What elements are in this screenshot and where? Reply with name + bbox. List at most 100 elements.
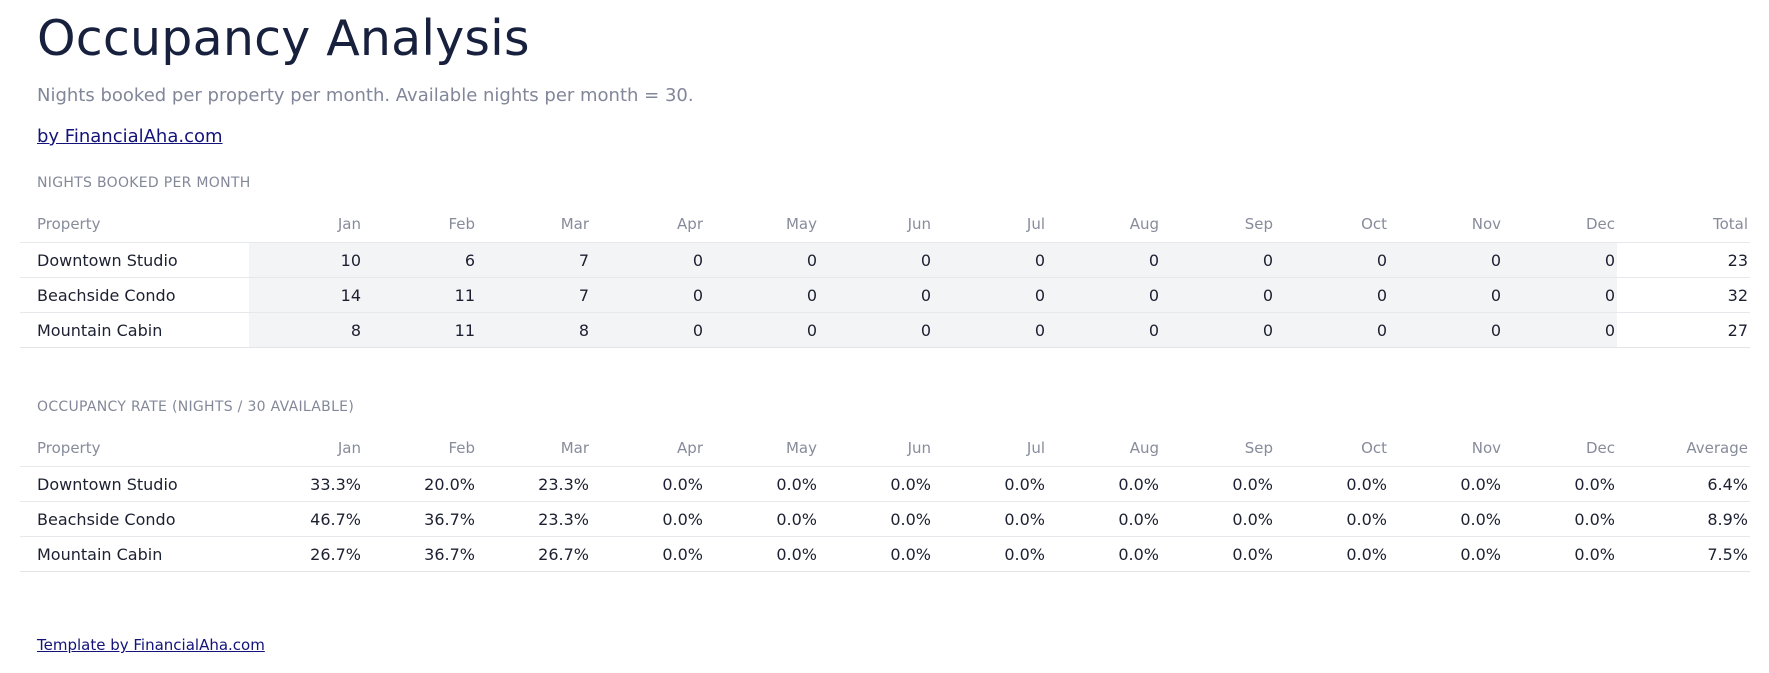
month-value-cell: 23.3% — [477, 501, 591, 537]
column-header-average: Average — [1686, 439, 1748, 457]
column-header-month: May — [785, 439, 817, 457]
month-value-cell: 0 — [1161, 242, 1275, 278]
column-header-month: Jun — [907, 439, 931, 457]
column-header-total: Total — [1712, 215, 1748, 233]
property-name-cell: Downtown Studio — [20, 242, 249, 278]
total-cell: 23 — [1617, 242, 1750, 278]
month-value-cell: 26.7% — [477, 536, 591, 572]
column-header-month: Sep — [1244, 215, 1273, 233]
month-value-cell: 0 — [1047, 277, 1161, 313]
month-value-cell: 0 — [591, 312, 705, 348]
column-header-property: Property — [37, 215, 101, 233]
column-header-month: Mar — [560, 215, 589, 233]
average-cell: 8.9% — [1617, 501, 1750, 537]
nights-section-label: NIGHTS BOOKED PER MONTH — [37, 175, 251, 191]
column-header-month: Mar — [560, 439, 589, 457]
byline-link[interactable]: by FinancialAha.com — [37, 126, 223, 147]
average-cell: 6.4% — [1617, 466, 1750, 502]
month-value-cell: 0 — [1389, 242, 1503, 278]
column-header-month: Aug — [1129, 439, 1159, 457]
nights-header-row: Property Jan Feb Mar Apr May Jun Jul Aug Sep Oct No… — [20, 206, 1750, 243]
month-value-cell: 0 — [1503, 242, 1617, 278]
month-value-cell: 0 — [591, 242, 705, 278]
month-value-cell: 0.0% — [933, 536, 1047, 572]
month-value-cell: 26.7% — [249, 536, 363, 572]
month-value-cell: 0 — [819, 312, 933, 348]
property-name-cell: Mountain Cabin — [20, 536, 249, 572]
month-value-cell: 0.0% — [1503, 466, 1617, 502]
month-value-cell: 7 — [477, 277, 591, 313]
total-cell: 32 — [1617, 277, 1750, 313]
month-value-cell: 0.0% — [1503, 536, 1617, 572]
month-value-cell: 0 — [819, 242, 933, 278]
column-header-month: Jan — [337, 215, 361, 233]
month-value-cell: 0.0% — [1161, 501, 1275, 537]
month-value-cell: 8 — [249, 312, 363, 348]
month-value-cell: 0.0% — [591, 466, 705, 502]
month-value-cell: 0 — [591, 277, 705, 313]
month-value-cell: 8 — [477, 312, 591, 348]
month-value-cell: 0 — [1161, 277, 1275, 313]
month-value-cell: 0 — [1389, 312, 1503, 348]
month-value-cell: 0 — [1047, 312, 1161, 348]
month-value-cell: 0.0% — [1047, 536, 1161, 572]
month-value-cell: 0 — [819, 277, 933, 313]
month-value-cell: 0.0% — [819, 501, 933, 537]
nights-booked-table: Property Jan Feb Mar Apr May Jun Jul Aug Sep Oct No… — [20, 206, 1750, 348]
occupancy-rate-table: Property Jan Feb Mar Apr May Jun Jul Aug Sep Oct No… — [20, 430, 1750, 572]
month-value-cell: 0 — [1047, 242, 1161, 278]
column-header-month: Dec — [1585, 215, 1615, 233]
month-value-cell: 0.0% — [1047, 466, 1161, 502]
month-value-cell: 0.0% — [1161, 536, 1275, 572]
table-row: Beachside Condo 46.7% 36.7% 23.3% 0.0% 0.0% 0.… — [20, 501, 1750, 537]
month-value-cell: 7 — [477, 242, 591, 278]
column-header-property: Property — [37, 439, 101, 457]
table-row: Downtown Studio 33.3% 20.0% 23.3% 0.0% 0.0% 0.… — [20, 466, 1750, 502]
column-header-month: May — [785, 215, 817, 233]
footer-link[interactable]: Template by FinancialAha.com — [37, 636, 265, 654]
month-value-cell: 23.3% — [477, 466, 591, 502]
column-header-month: Feb — [448, 439, 475, 457]
column-header-month: Dec — [1585, 439, 1615, 457]
month-value-cell: 0 — [1503, 312, 1617, 348]
column-header-month: Jun — [907, 215, 931, 233]
month-value-cell: 0.0% — [591, 536, 705, 572]
month-value-cell: 0.0% — [933, 501, 1047, 537]
month-value-cell: 0.0% — [705, 466, 819, 502]
rate-header-row: Property Jan Feb Mar Apr May Jun Jul Aug Sep Oct No… — [20, 430, 1750, 467]
month-value-cell: 0.0% — [1161, 466, 1275, 502]
column-header-month: Aug — [1129, 215, 1159, 233]
column-header-month: Jul — [1026, 439, 1045, 457]
table-row: Downtown Studio 10 6 7 0 0 0 0 0 0 0 0 0 23 — [20, 242, 1750, 278]
month-value-cell: 0 — [1275, 242, 1389, 278]
month-value-cell: 11 — [363, 277, 477, 313]
month-value-cell: 0.0% — [1389, 466, 1503, 502]
page-subtitle: Nights booked per property per month. Av… — [37, 85, 694, 106]
month-value-cell: 14 — [249, 277, 363, 313]
table-row: Beachside Condo 14 11 7 0 0 0 0 0 0 0 0 0 32 — [20, 277, 1750, 313]
month-value-cell: 0.0% — [705, 536, 819, 572]
column-header-month: Apr — [677, 215, 703, 233]
column-header-month: Oct — [1361, 439, 1387, 457]
column-header-month: Feb — [448, 215, 475, 233]
month-value-cell: 0 — [1503, 277, 1617, 313]
month-value-cell: 0 — [933, 312, 1047, 348]
column-header-month: Nov — [1471, 439, 1501, 457]
property-name-cell: Mountain Cabin — [20, 312, 249, 348]
property-name-cell: Downtown Studio — [20, 466, 249, 502]
month-value-cell: 0 — [933, 277, 1047, 313]
month-value-cell: 0 — [1389, 277, 1503, 313]
month-value-cell: 11 — [363, 312, 477, 348]
month-value-cell: 0.0% — [1275, 536, 1389, 572]
month-value-cell: 36.7% — [363, 501, 477, 537]
month-value-cell: 10 — [249, 242, 363, 278]
column-header-month: Nov — [1471, 215, 1501, 233]
table-row: Mountain Cabin 26.7% 36.7% 26.7% 0.0% 0.0% 0.0… — [20, 536, 1750, 572]
rate-section-label: OCCUPANCY RATE (NIGHTS / 30 AVAILABLE) — [37, 399, 355, 415]
column-header-month: Sep — [1244, 439, 1273, 457]
month-value-cell: 0.0% — [819, 466, 933, 502]
month-value-cell: 0 — [1275, 312, 1389, 348]
month-value-cell: 46.7% — [249, 501, 363, 537]
month-value-cell: 0 — [933, 242, 1047, 278]
